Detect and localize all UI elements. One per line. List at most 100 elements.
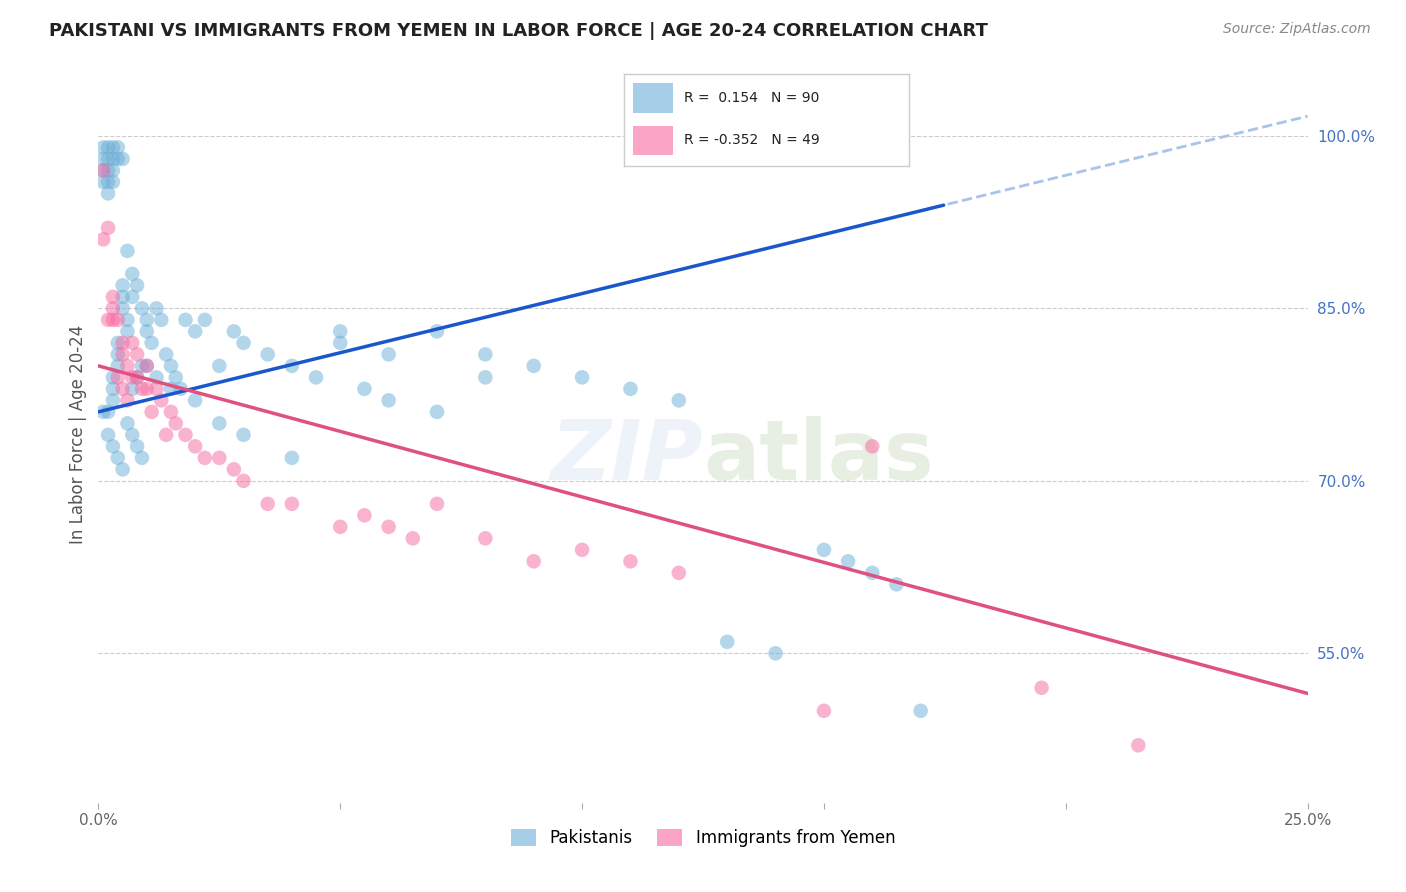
- Point: [145, 382, 167, 396]
- Point: [91, 163, 114, 178]
- Point: [117, 244, 139, 258]
- Point: [131, 359, 153, 373]
- Point: [97, 152, 120, 166]
- Point: [107, 140, 129, 154]
- Point: [107, 313, 129, 327]
- Point: [155, 428, 177, 442]
- Point: [91, 175, 114, 189]
- Point: [765, 646, 787, 660]
- Point: [160, 405, 183, 419]
- Point: [111, 152, 134, 166]
- Point: [813, 542, 835, 557]
- Point: [426, 405, 449, 419]
- Point: [107, 370, 129, 384]
- Point: [101, 382, 124, 396]
- Point: [135, 359, 157, 373]
- Point: [101, 290, 124, 304]
- Point: [474, 370, 496, 384]
- Point: [150, 393, 173, 408]
- Point: [619, 382, 641, 396]
- Point: [117, 324, 139, 338]
- Point: [165, 417, 187, 431]
- Point: [281, 359, 304, 373]
- Point: [141, 405, 163, 419]
- Point: [121, 382, 143, 396]
- Point: [353, 382, 375, 396]
- Text: ZIP: ZIP: [550, 417, 703, 498]
- Point: [97, 140, 120, 154]
- Point: [135, 313, 157, 327]
- Point: [111, 278, 134, 293]
- Point: [194, 450, 217, 465]
- Point: [111, 301, 134, 316]
- Point: [135, 324, 157, 338]
- Point: [426, 324, 449, 338]
- Point: [101, 163, 124, 178]
- Text: Source: ZipAtlas.com: Source: ZipAtlas.com: [1223, 22, 1371, 37]
- Point: [101, 313, 124, 327]
- Point: [329, 324, 352, 338]
- Point: [353, 508, 375, 523]
- Y-axis label: In Labor Force | Age 20-24: In Labor Force | Age 20-24: [69, 326, 87, 544]
- Point: [1031, 681, 1053, 695]
- Point: [91, 163, 114, 178]
- Point: [668, 393, 690, 408]
- Point: [426, 497, 449, 511]
- Point: [121, 267, 143, 281]
- Point: [101, 152, 124, 166]
- Point: [281, 450, 304, 465]
- Point: [127, 347, 149, 361]
- Point: [101, 140, 124, 154]
- Point: [860, 566, 883, 580]
- Point: [329, 335, 352, 350]
- Point: [155, 347, 177, 361]
- Point: [135, 382, 157, 396]
- Point: [256, 347, 278, 361]
- Point: [101, 175, 124, 189]
- Text: atlas: atlas: [703, 417, 934, 498]
- Point: [91, 232, 114, 246]
- Point: [474, 532, 496, 546]
- Text: PAKISTANI VS IMMIGRANTS FROM YEMEN IN LABOR FORCE | AGE 20-24 CORRELATION CHART: PAKISTANI VS IMMIGRANTS FROM YEMEN IN LA…: [49, 22, 988, 40]
- Point: [619, 554, 641, 568]
- Point: [107, 359, 129, 373]
- Point: [111, 335, 134, 350]
- Point: [127, 278, 149, 293]
- Point: [117, 417, 139, 431]
- Point: [131, 382, 153, 396]
- Point: [117, 393, 139, 408]
- Point: [121, 428, 143, 442]
- Point: [813, 704, 835, 718]
- Point: [97, 220, 120, 235]
- Point: [256, 497, 278, 511]
- Point: [127, 439, 149, 453]
- Point: [101, 393, 124, 408]
- Point: [117, 313, 139, 327]
- Point: [145, 301, 167, 316]
- Point: [184, 393, 207, 408]
- Point: [135, 359, 157, 373]
- Point: [97, 428, 120, 442]
- Point: [402, 532, 425, 546]
- Point: [111, 347, 134, 361]
- Point: [232, 474, 254, 488]
- Point: [141, 335, 163, 350]
- Point: [121, 290, 143, 304]
- Point: [377, 347, 399, 361]
- Point: [523, 554, 546, 568]
- Point: [145, 370, 167, 384]
- Point: [101, 370, 124, 384]
- Point: [232, 428, 254, 442]
- Point: [107, 335, 129, 350]
- Point: [160, 382, 183, 396]
- Point: [150, 313, 173, 327]
- Point: [305, 370, 328, 384]
- Point: [281, 497, 304, 511]
- Point: [91, 140, 114, 154]
- Point: [169, 382, 191, 396]
- Point: [1128, 739, 1150, 753]
- Point: [668, 566, 690, 580]
- Point: [222, 462, 245, 476]
- Point: [111, 462, 134, 476]
- Point: [184, 324, 207, 338]
